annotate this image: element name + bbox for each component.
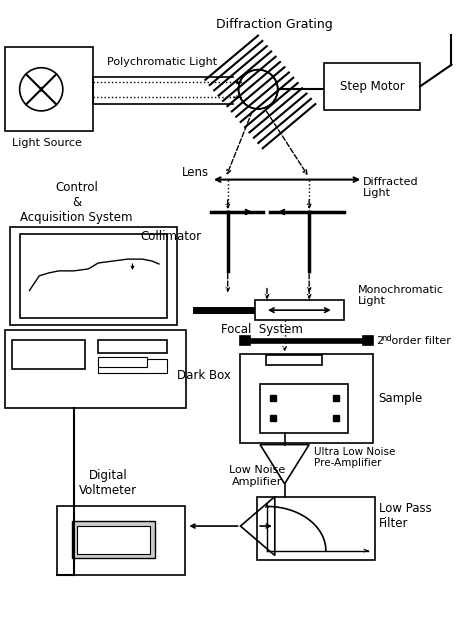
Bar (98, 340, 167, 353)
Text: Lens: Lens (181, 166, 209, 179)
Bar (260, 384, 348, 433)
Text: Diffraction Grating: Diffraction Grating (216, 18, 332, 30)
Text: Light Source: Light Source (12, 138, 82, 149)
Bar (71, 521, 155, 558)
Text: Dark Box: Dark Box (176, 369, 230, 382)
Bar (19, 234, 167, 318)
Text: nd: nd (380, 334, 391, 343)
Bar (57, 507, 184, 575)
Text: Focal  System: Focal System (220, 323, 302, 336)
Text: Ultra Low Noise
Pre-Amplifier: Ultra Low Noise Pre-Amplifier (313, 446, 394, 468)
Bar (98, 358, 147, 367)
Bar (5, 47, 93, 131)
Text: Low Pass
Filter: Low Pass Filter (378, 502, 431, 530)
Bar (323, 63, 419, 110)
Text: Collimator: Collimator (140, 230, 201, 243)
Bar (76, 526, 150, 554)
Text: Step Motor: Step Motor (339, 80, 403, 93)
Bar (250, 338, 363, 342)
Text: 2: 2 (375, 336, 382, 345)
Bar (5, 330, 186, 408)
Bar (240, 336, 250, 345)
Text: order filter: order filter (387, 336, 450, 345)
Text: Control
&
Acquisition System: Control & Acquisition System (20, 181, 132, 224)
Bar (363, 336, 372, 345)
Text: Diffracted
Light: Diffracted Light (363, 177, 418, 198)
Bar (10, 227, 176, 325)
Bar (12, 340, 85, 369)
Bar (240, 354, 372, 443)
Text: Monochromatic
Light: Monochromatic Light (357, 284, 443, 306)
Text: Polychromatic Light: Polychromatic Light (106, 57, 217, 67)
Bar (255, 300, 343, 320)
Bar (265, 356, 321, 365)
Bar (98, 359, 167, 373)
Bar (257, 497, 374, 561)
Text: Digital
Voltmeter: Digital Voltmeter (79, 469, 137, 497)
Text: Low Noise
Amplifier: Low Noise Amplifier (229, 465, 285, 487)
Text: Sample: Sample (377, 392, 421, 405)
